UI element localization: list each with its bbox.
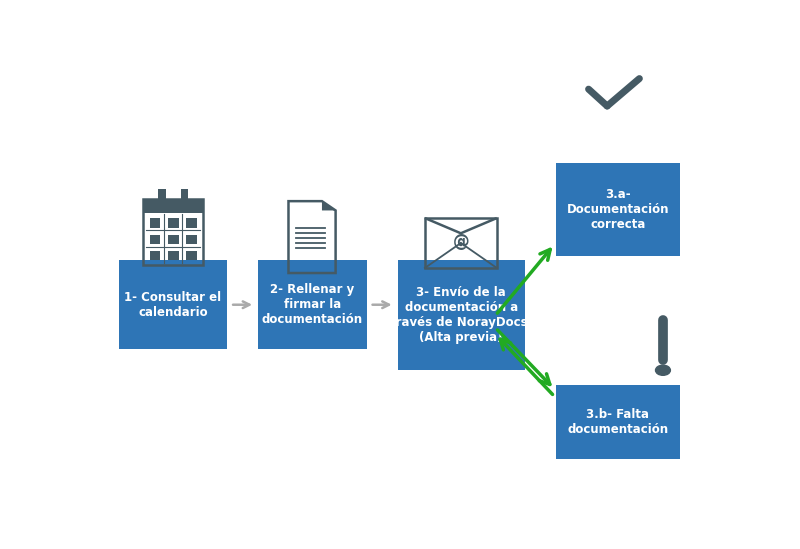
FancyBboxPatch shape [168, 219, 178, 228]
FancyBboxPatch shape [143, 199, 203, 212]
FancyBboxPatch shape [186, 234, 197, 244]
Polygon shape [322, 201, 336, 210]
FancyBboxPatch shape [168, 251, 178, 260]
Text: @: @ [453, 233, 469, 251]
FancyBboxPatch shape [168, 234, 178, 244]
FancyBboxPatch shape [150, 219, 161, 228]
FancyBboxPatch shape [258, 260, 366, 349]
Text: 3.a-
Documentación
correcta: 3.a- Documentación correcta [566, 188, 669, 231]
FancyBboxPatch shape [150, 251, 161, 260]
FancyBboxPatch shape [398, 260, 525, 370]
Text: 2- Rellenar y
firmar la
documentación: 2- Rellenar y firmar la documentación [262, 283, 363, 326]
FancyBboxPatch shape [181, 189, 188, 201]
FancyBboxPatch shape [150, 234, 161, 244]
Text: 3.b- Falta
documentación: 3.b- Falta documentación [567, 408, 668, 436]
FancyBboxPatch shape [556, 163, 680, 256]
Text: 1- Consultar el
calendario: 1- Consultar el calendario [124, 291, 222, 319]
Circle shape [655, 365, 670, 376]
FancyBboxPatch shape [118, 260, 227, 349]
FancyBboxPatch shape [186, 219, 197, 228]
FancyBboxPatch shape [186, 251, 197, 260]
Text: 3- Envío de la
documentación a
través de NorayDocs.
(Alta previa): 3- Envío de la documentación a través de… [390, 286, 532, 344]
FancyBboxPatch shape [556, 385, 680, 459]
FancyBboxPatch shape [158, 189, 166, 201]
